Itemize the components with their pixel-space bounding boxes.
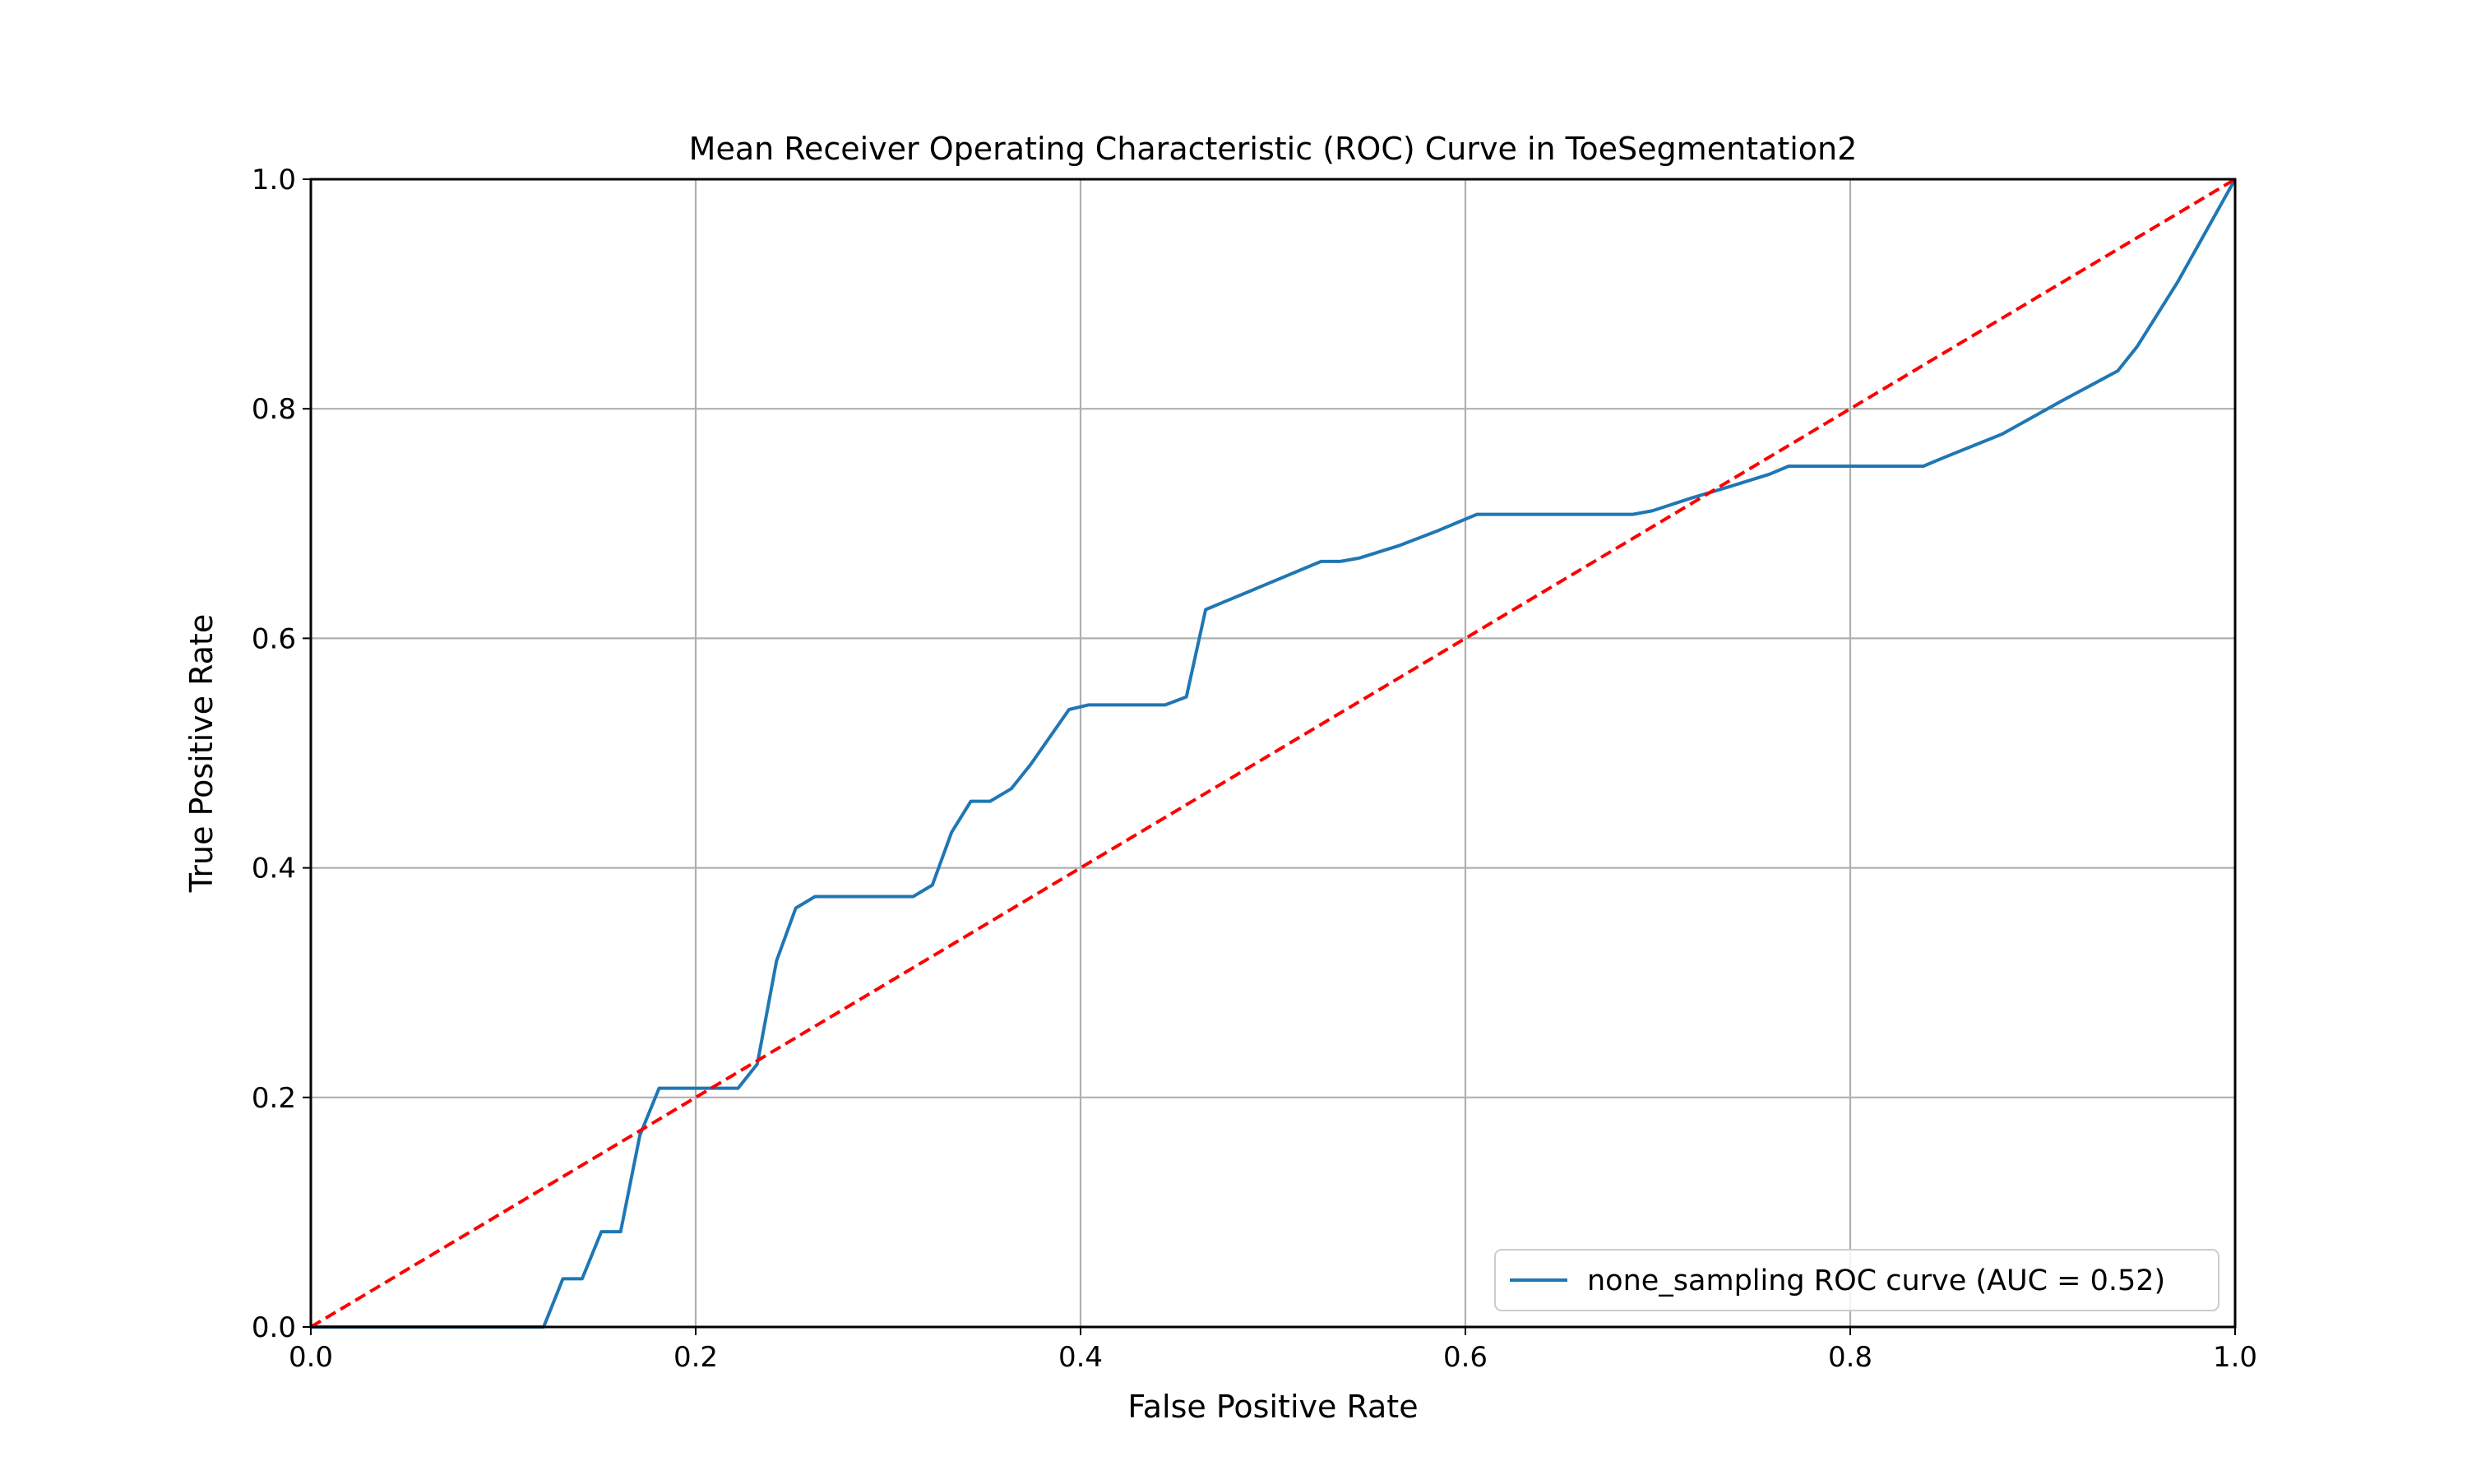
x-tick-label: 0.0 (289, 1341, 333, 1374)
legend-box (1494, 1249, 2219, 1311)
y-tick-label: 0.8 (252, 393, 296, 426)
legend: none_sampling ROC curve (AUC = 0.52) (1494, 1249, 2219, 1311)
series-lines (309, 178, 2237, 1329)
y-tick-label: 1.0 (252, 164, 296, 196)
chance-diagonal-line (309, 178, 2237, 1329)
axis-ticks: 0.0 0.2 0.4 0.6 0.8 1.0 0.0 0.2 0.4 0.6 0.8 1.0 (252, 164, 2257, 1374)
legend-entry-label: none_sampling ROC curve (AUC = 0.52) (1587, 1264, 2165, 1297)
y-tick-label: 0.0 (252, 1311, 296, 1344)
x-tick-label: 0.4 (1058, 1341, 1103, 1374)
x-tick-label: 0.8 (1828, 1341, 1872, 1374)
x-tick-label: 1.0 (2213, 1341, 2257, 1374)
x-axis-label: False Positive Rate (1127, 1389, 1418, 1425)
x-tick-label: 0.2 (673, 1341, 718, 1374)
roc-curve-line (311, 178, 2237, 1329)
y-axis-label: True Positive Rate (183, 614, 220, 894)
y-tick-label: 0.2 (252, 1082, 296, 1115)
y-tick-label: 0.6 (252, 622, 296, 655)
chart-title: Mean Receiver Operating Characteristic (… (689, 131, 1858, 167)
plot-frame (309, 178, 2237, 1329)
x-tick-label: 0.6 (1443, 1341, 1488, 1374)
y-tick-label: 0.4 (252, 853, 296, 885)
